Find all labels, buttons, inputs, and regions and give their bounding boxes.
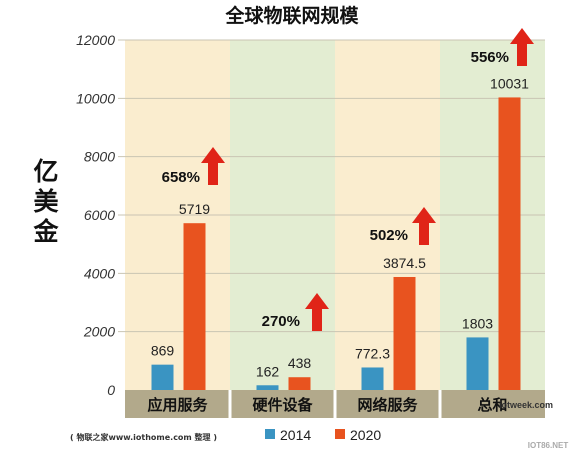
data-label: 869 [151, 343, 175, 359]
growth-percent-label: 502% [370, 227, 408, 244]
data-label: 1803 [462, 315, 493, 331]
data-label: 162 [256, 363, 280, 379]
bar-2020-1 [288, 377, 311, 390]
watermark-iotweek: iotweek.com [499, 400, 553, 410]
y-axis-ticks: 0 2000 4000 6000 8000 10000 12000 [76, 32, 115, 398]
growth-percent-label: 556% [471, 49, 509, 66]
bar-2014-0 [151, 364, 174, 390]
bar-2014-3 [466, 337, 489, 390]
legend: 2014 2020 [265, 427, 381, 443]
y-axis-unit-char: 美 [33, 187, 58, 216]
growth-arrow-icon [305, 293, 329, 331]
y-tick-label: 4000 [84, 265, 115, 281]
growth-percent-label: 270% [262, 313, 300, 330]
y-tick-label: 0 [107, 382, 115, 398]
legend-swatch-2020 [335, 429, 345, 439]
source-note: ( 物联之家www.iothome.com 整理 ) [70, 432, 217, 442]
y-tick-label: 6000 [84, 207, 115, 223]
y-tick-label: 12000 [76, 32, 115, 48]
growth-arrow-icon [412, 207, 436, 245]
legend-label-2014: 2014 [280, 427, 311, 443]
watermark-iot86: IOT86.NET [528, 441, 569, 450]
data-label: 10031 [490, 75, 529, 91]
data-label: 3874.5 [383, 255, 426, 271]
y-axis-unit-label: 亿美金 [32, 157, 59, 246]
growth-arrows: 658% 270% 502% 556% [162, 28, 534, 331]
data-label: 5719 [179, 201, 210, 217]
y-axis-unit-char: 金 [32, 217, 59, 246]
bar-2020-2 [393, 276, 416, 390]
y-axis-unit-char: 亿 [33, 157, 58, 186]
bar-2020-0 [183, 223, 206, 390]
growth-arrow-icon [201, 147, 225, 185]
category-label: 应用服务 [147, 396, 208, 414]
category-label: 硬件设备 [252, 396, 313, 414]
growth-arrow-icon [510, 28, 534, 66]
bar-2014-2 [361, 367, 384, 390]
legend-swatch-2014 [265, 429, 275, 439]
y-tick-label: 10000 [76, 90, 115, 106]
bars: 869 5719 162 438 772.3 3874.5 1803 10031 [151, 75, 529, 390]
y-tick-label: 2000 [83, 324, 115, 340]
y-tick-label: 8000 [84, 149, 115, 165]
chart-title: 全球物联网规模 [224, 4, 359, 27]
category-label: 总和 [477, 396, 507, 414]
legend-label-2020: 2020 [350, 427, 381, 443]
category-band: 应用服务 硬件设备 网络服务 总和 [125, 390, 545, 418]
data-label: 772.3 [355, 345, 390, 361]
growth-percent-label: 658% [162, 169, 200, 186]
bar-2020-3 [498, 97, 521, 390]
bar-2014-1 [256, 385, 279, 390]
data-label: 438 [288, 355, 312, 371]
category-label: 网络服务 [357, 396, 418, 414]
